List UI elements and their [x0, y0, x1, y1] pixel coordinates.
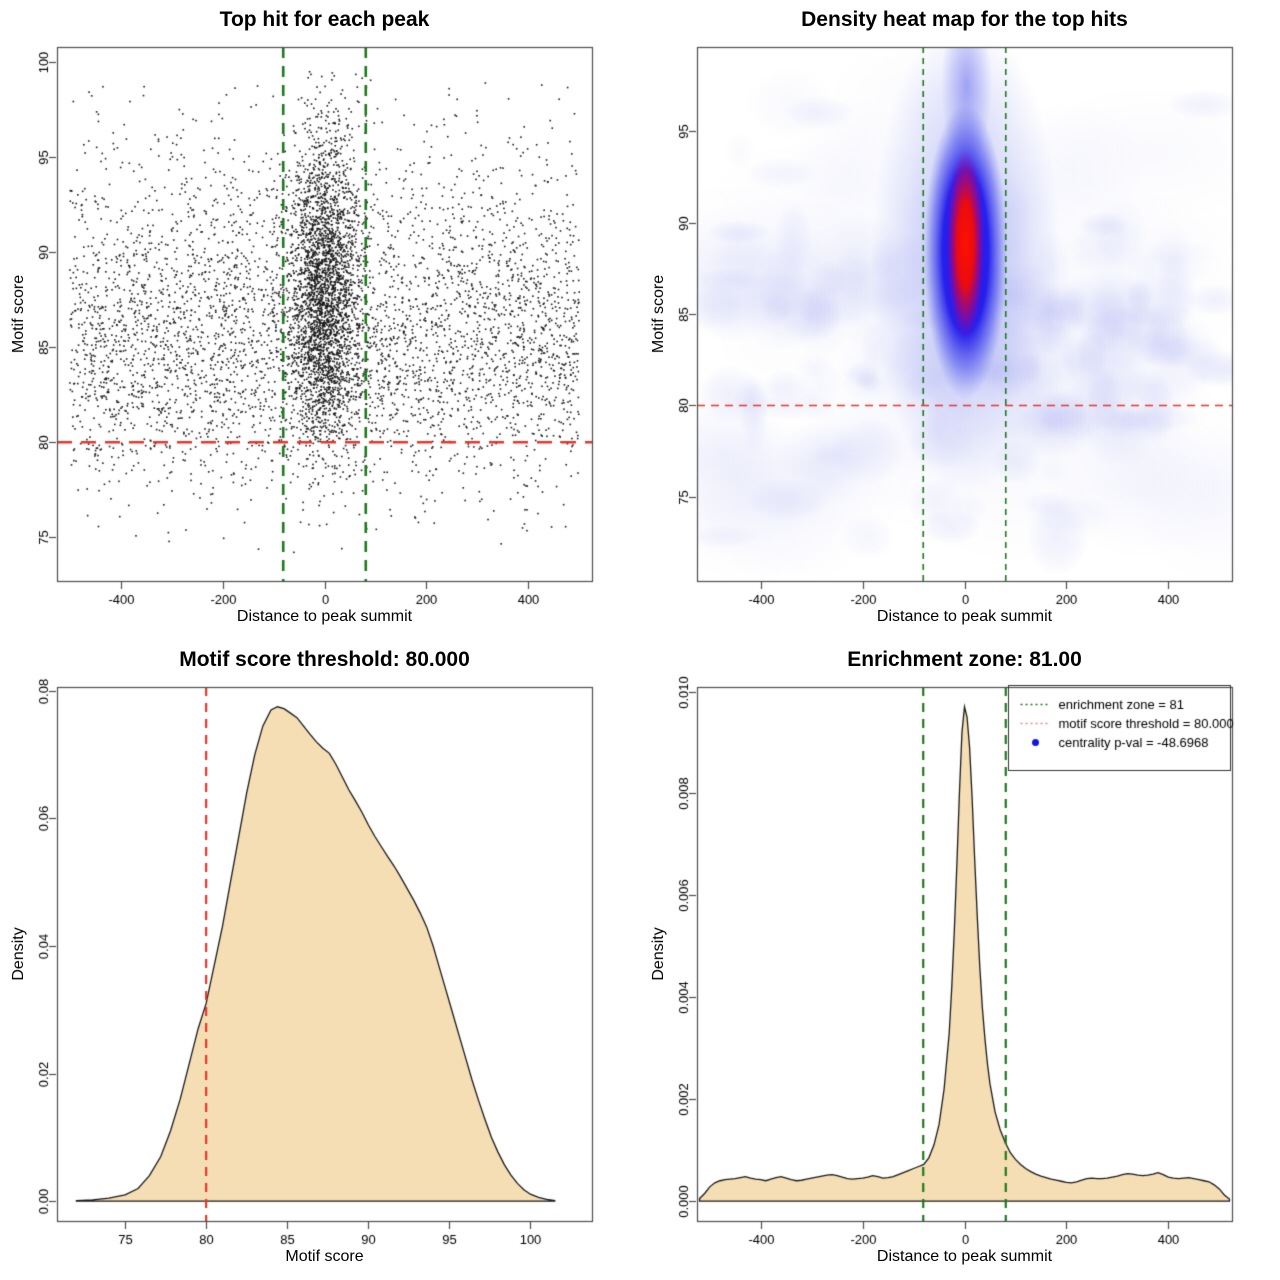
- panel-density-heatmap: Density heat map for the top hits Distan…: [640, 0, 1280, 640]
- panel-title: Motif score threshold: 80.000: [179, 648, 470, 671]
- distance-density-plot-canvas: [640, 640, 1280, 1280]
- x-axis-label: Distance to peak summit: [236, 608, 413, 625]
- score-density-plot-canvas: [0, 640, 640, 1280]
- panel-title: Density heat map for the top hits: [801, 8, 1128, 31]
- panel-enrichment-zone-density: Enrichment zone: 81.00 Distance to peak …: [640, 640, 1280, 1280]
- x-axis-label: Distance to peak summit: [876, 1248, 1053, 1265]
- x-axis-label: Motif score: [285, 1248, 364, 1265]
- y-axis-label: Motif score: [650, 274, 667, 354]
- panel-motif-score-density: Motif score threshold: 80.000 Motif scor…: [0, 640, 640, 1280]
- panel-title: Top hit for each peak: [219, 8, 430, 31]
- heatmap-plot-canvas: [640, 0, 1280, 640]
- x-axis-label: Distance to peak summit: [876, 608, 1053, 625]
- y-axis-label: Density: [650, 927, 667, 981]
- panel-scatter-top-hits: Top hit for each peak Distance to peak s…: [0, 0, 640, 640]
- y-axis-label: Motif score: [10, 274, 27, 354]
- scatter-plot-canvas: [0, 0, 640, 640]
- panel-title: Enrichment zone: 81.00: [847, 648, 1082, 671]
- y-axis-label: Density: [10, 927, 27, 981]
